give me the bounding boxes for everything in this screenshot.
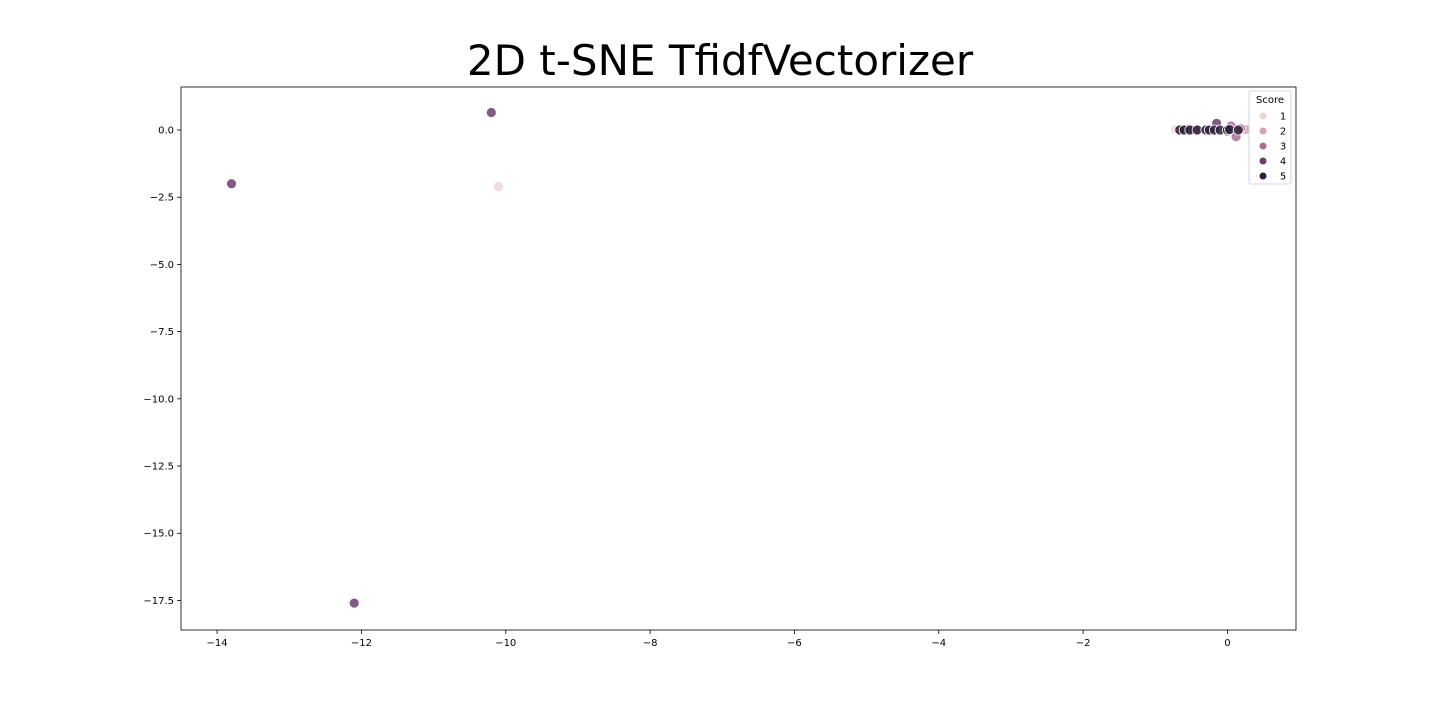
legend-marker-3	[1259, 142, 1267, 150]
x-tick-label: −12	[351, 638, 372, 649]
x-tick-label: 0	[1224, 638, 1230, 649]
scatter-point-score-1	[493, 181, 504, 192]
legend-label-1: 1	[1280, 112, 1286, 123]
scatter-point-score-5	[1232, 124, 1244, 136]
y-tick-label: −7.5	[150, 327, 174, 338]
y-tick-label: −2.5	[150, 193, 174, 204]
x-tick-label: −14	[207, 638, 228, 649]
x-tick-label: −4	[931, 638, 946, 649]
points-layer	[226, 107, 1251, 609]
x-tick-label: −2	[1076, 638, 1091, 649]
legend-marker-2	[1259, 127, 1267, 135]
y-axis: 0.0 −2.5 −5.0 −7.5 −10.0 −12.5 −15.0 −17.5	[143, 126, 181, 607]
legend: Score 1 2 3 4 5	[1248, 90, 1292, 185]
x-axis: −14 −12 −10 −8 −6 −4 −2 0	[207, 630, 1231, 649]
legend-marker-4	[1259, 157, 1267, 165]
scatter-point-score-4	[348, 597, 360, 609]
x-tick-label: −10	[495, 638, 516, 649]
x-tick-label: −8	[643, 638, 658, 649]
y-tick-label: −17.5	[143, 596, 174, 607]
y-tick-label: −10.0	[143, 394, 174, 405]
axes-frame	[180, 86, 1297, 631]
legend-box	[1248, 90, 1292, 185]
legend-label-5: 5	[1280, 172, 1286, 183]
legend-label-3: 3	[1280, 142, 1286, 153]
chart-title: 2D t-SNE TfidfVectorizer	[466, 36, 974, 85]
y-tick-label: 0.0	[158, 126, 174, 137]
scatter-point-score-4	[226, 178, 237, 190]
legend-label-4: 4	[1280, 157, 1286, 168]
y-tick-label: −15.0	[143, 529, 174, 540]
legend-title: Score	[1256, 95, 1284, 106]
y-tick-label: −5.0	[150, 260, 174, 271]
legend-marker-5	[1259, 172, 1267, 180]
legend-label-2: 2	[1280, 127, 1286, 138]
x-tick-label: −6	[787, 638, 802, 649]
scatter-point-score-4	[485, 107, 497, 118]
legend-marker-1	[1259, 112, 1267, 120]
y-tick-label: −12.5	[143, 462, 174, 473]
